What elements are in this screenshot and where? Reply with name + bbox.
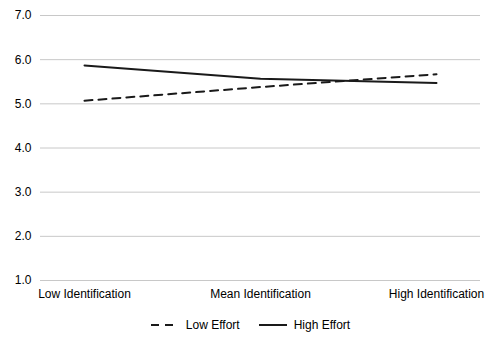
svg-text:Mean Identification: Mean Identification <box>210 287 311 301</box>
html-text:Low Effort: Low Effort <box>185 318 240 332</box>
svg-text:Low Identification: Low Identification <box>38 287 131 301</box>
svg-text:6.0: 6.0 <box>15 53 32 67</box>
svg-text:5.0: 5.0 <box>15 97 32 111</box>
svg-text:7.0: 7.0 <box>15 8 32 22</box>
html-text:High Effort: High Effort <box>293 318 351 332</box>
svg-text:4.0: 4.0 <box>15 141 32 155</box>
svg-text:1.0: 1.0 <box>15 273 32 287</box>
svg-text:High Identification: High Identification <box>389 287 484 301</box>
svg-text:2.0: 2.0 <box>15 229 32 243</box>
svg-text:3.0: 3.0 <box>15 185 32 199</box>
